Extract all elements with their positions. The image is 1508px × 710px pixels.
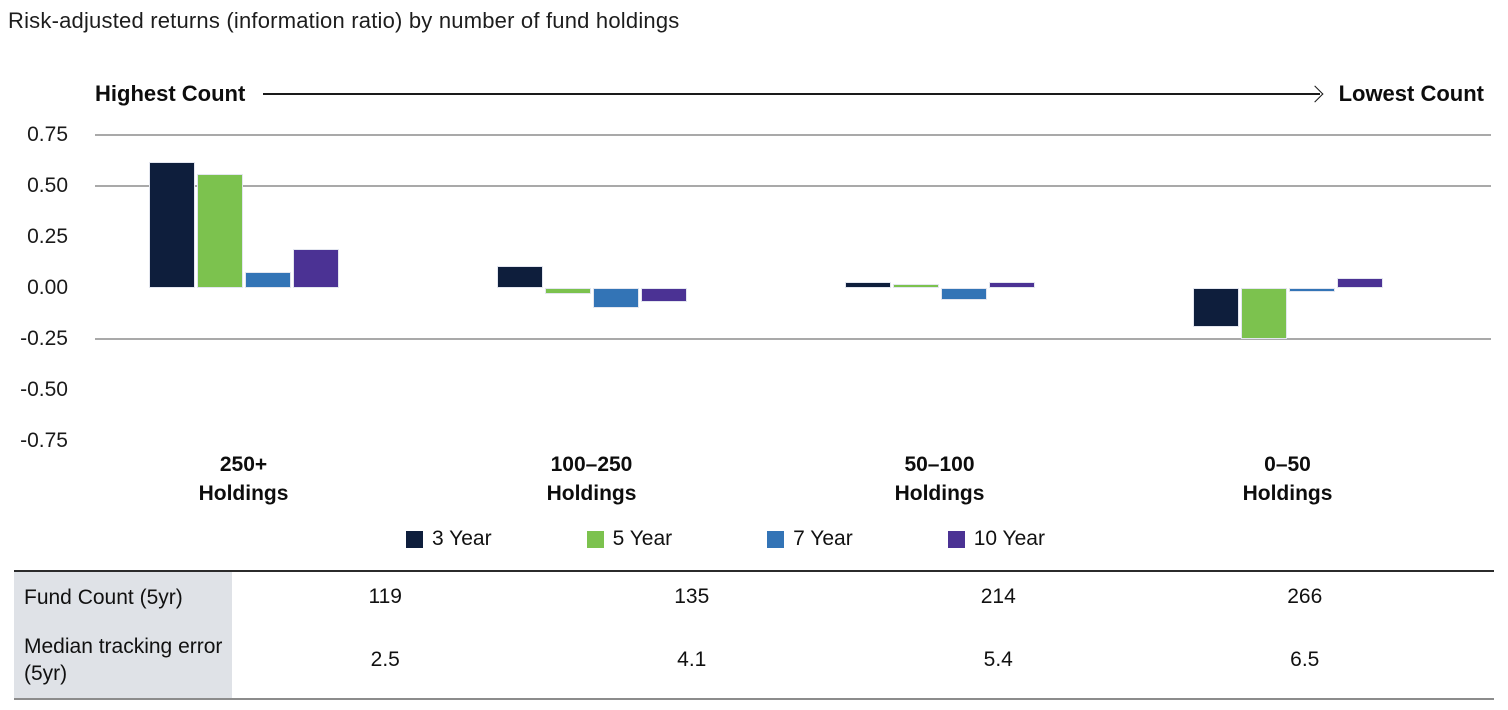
data-table: Fund Count (5yr) 119 135 214 266 Median track… [14,570,1494,700]
legend-label: 10 Year [973,527,1045,550]
category-label: 100–250 Holdings [482,450,702,508]
legend-label: 3 Year [432,527,492,550]
grid-line [95,338,1491,340]
category-label-line1: 50–100 [904,453,975,476]
table-row: Fund Count (5yr) 119 135 214 266 [14,572,1494,622]
chart-title: Risk-adjusted returns (information ratio… [8,8,680,33]
bar-10-year [988,281,1035,288]
bar-5-year [1240,288,1287,339]
bar-3-year [1192,288,1239,327]
bar-10-year [292,249,339,288]
bar-7-year [592,288,639,309]
bar-3-year [844,281,891,288]
bar-5-year [196,173,243,288]
bar-5-year [892,283,939,288]
legend-item: 7 Year [767,527,853,551]
highest-count-label: Highest Count [95,81,246,106]
category-label-line1: 100–250 [550,453,633,476]
cell-value: 4.1 [677,648,707,671]
legend-item: 10 Year [947,527,1045,551]
count-axis-header: Highest Count Lowest Count [95,78,1484,110]
row-label: Median tracking error (5yr) [14,622,232,698]
y-tick-label: -0.75 [20,429,68,452]
legend-swatch [586,530,604,548]
category-label-line1: 250+ [219,453,268,476]
legend: 3 Year 5 Year 7 Year 10 Year [406,527,1045,551]
category-label-line2: Holdings [198,482,289,505]
legend-label: 7 Year [793,527,853,550]
arrow-shaft [263,93,1320,95]
legend-swatch [406,530,423,548]
y-tick-label: -0.50 [20,378,68,401]
bar-7-year [1288,288,1335,293]
grid-line [95,134,1491,136]
cell-value: 5.4 [983,648,1013,671]
lowest-count-label: Lowest Count [1338,81,1484,106]
legend-item: 3 Year [406,527,492,551]
bar-3-year [496,265,543,288]
grid-line [95,185,1491,187]
category-label: 250+ Holdings [134,450,354,508]
legend-swatch [947,530,965,548]
legend-item: 5 Year [586,527,673,551]
y-tick-label: -0.25 [20,327,68,350]
arrow-right-icon [263,85,1324,103]
row-label: Fund Count (5yr) [14,572,232,622]
bar-10-year [640,288,687,303]
row-values: 119 135 214 266 [232,572,1494,622]
legend-swatch [767,530,785,548]
category-label-line2: Holdings [546,482,637,505]
category-label-line2: Holdings [1242,482,1333,505]
cell-value: 6.5 [1290,648,1320,671]
y-tick-label: 0.75 [27,123,68,146]
bar-5-year [544,288,591,295]
bar-7-year [244,271,291,288]
cell-value: 135 [674,585,710,608]
y-tick-label: 0.50 [27,174,68,197]
y-tick-label: 0.00 [27,276,68,299]
y-tick-label: 0.25 [27,225,68,248]
category-label-line1: 0–50 [1264,453,1311,476]
category-label: 50–100 Holdings [830,450,1050,508]
legend-label: 5 Year [612,527,673,550]
bar-3-year [148,161,195,288]
bar-10-year [1336,277,1383,288]
category-label-line2: Holdings [894,482,985,505]
cell-value: 214 [980,585,1016,608]
cell-value: 119 [368,585,402,608]
cell-value: 266 [1287,585,1323,608]
category-label: 0–50 Holdings [1178,450,1398,508]
table-row: Median tracking error (5yr) 2.5 4.1 5.4 6.5 [14,622,1494,698]
bar-7-year [940,288,987,301]
row-values: 2.5 4.1 5.4 6.5 [232,622,1494,698]
cell-value: 2.5 [370,648,400,671]
